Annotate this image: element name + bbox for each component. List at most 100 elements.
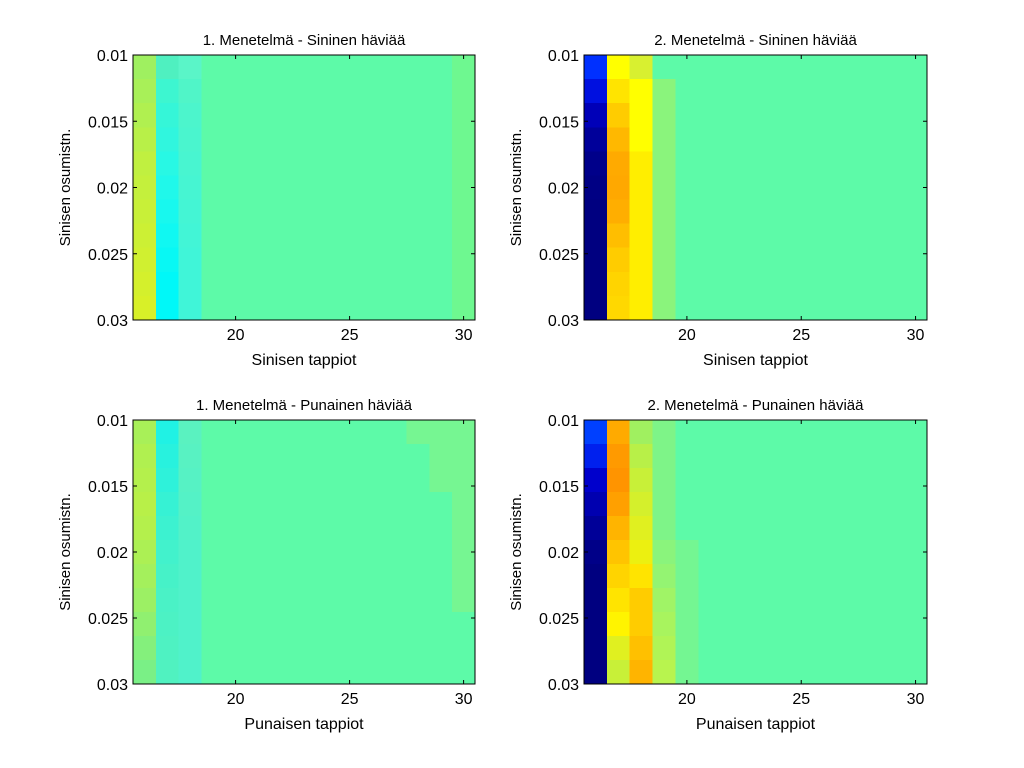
heatmap-cell bbox=[247, 103, 271, 128]
heatmap-cell bbox=[812, 79, 837, 104]
heatmap-cell bbox=[292, 223, 316, 249]
heatmap-cell bbox=[133, 127, 157, 152]
heatmap-cell bbox=[201, 636, 225, 661]
heatmap-cell bbox=[406, 420, 430, 445]
heatmap-cell bbox=[721, 103, 745, 128]
heatmap-cell bbox=[383, 588, 408, 613]
heatmap-cell bbox=[361, 55, 385, 80]
heatmap-cell bbox=[429, 444, 453, 469]
y-tick-label: 0.025 bbox=[88, 247, 128, 264]
heatmap-cell bbox=[361, 247, 385, 273]
heatmap-cell bbox=[835, 564, 859, 589]
x-tick-label: 25 bbox=[341, 691, 359, 708]
heatmap-cell bbox=[155, 540, 180, 565]
heatmap-cell bbox=[698, 271, 722, 297]
heatmap-cell bbox=[383, 103, 408, 128]
heatmap-cell bbox=[606, 175, 631, 201]
heatmap-cell bbox=[292, 516, 316, 541]
heatmap-cell bbox=[766, 295, 791, 321]
heatmap-cell bbox=[744, 151, 768, 177]
heatmap-cell bbox=[406, 540, 430, 565]
heatmap-cell bbox=[629, 420, 654, 445]
heatmap-cell bbox=[881, 492, 905, 517]
heatmap-cell bbox=[247, 271, 271, 297]
heatmap-cell bbox=[155, 199, 180, 225]
heatmap-cell bbox=[224, 175, 248, 201]
heatmap-cell bbox=[247, 127, 271, 152]
heatmap-cell bbox=[812, 151, 837, 177]
heatmap-cell bbox=[766, 103, 791, 128]
heatmap-cell bbox=[247, 516, 271, 541]
heatmap-cell bbox=[383, 79, 408, 104]
heatmap-cell bbox=[606, 660, 631, 685]
heatmap-cell bbox=[429, 612, 453, 637]
heatmap-cell bbox=[904, 468, 928, 493]
heatmap-cell bbox=[269, 175, 294, 201]
heatmap-cell bbox=[247, 564, 271, 589]
subplot-title: 2. Menetelmä - Sininen häviää bbox=[654, 32, 857, 49]
heatmap-cell bbox=[292, 612, 316, 637]
heatmap-cell bbox=[452, 636, 476, 661]
heatmap-cell bbox=[789, 444, 814, 469]
heatmap-cell bbox=[789, 420, 814, 445]
heatmap-cell bbox=[247, 247, 271, 273]
heatmap-cell bbox=[178, 151, 202, 177]
heatmap-cell bbox=[881, 151, 905, 177]
heatmap-cell bbox=[904, 55, 928, 80]
heatmap-cell bbox=[452, 444, 476, 469]
heatmap-cell bbox=[224, 588, 248, 613]
heatmap-cell bbox=[383, 540, 408, 565]
heatmap-cell bbox=[835, 420, 859, 445]
heatmap-cell bbox=[881, 564, 905, 589]
heatmap-cell bbox=[133, 612, 157, 637]
heatmap-cell bbox=[406, 660, 430, 685]
heatmap-cell bbox=[652, 492, 677, 517]
heatmap-cell bbox=[721, 636, 745, 661]
heatmap-cell bbox=[178, 175, 202, 201]
y-tick-label: 0.015 bbox=[88, 479, 128, 496]
heatmap-cell bbox=[338, 636, 362, 661]
heatmap-cell bbox=[406, 564, 430, 589]
heatmap-cell bbox=[361, 468, 385, 493]
heatmap-cell bbox=[652, 103, 677, 128]
heatmap-cell bbox=[675, 420, 699, 445]
heatmap-cell bbox=[155, 492, 180, 517]
heatmap-cell bbox=[789, 636, 814, 661]
heatmap-cell bbox=[247, 588, 271, 613]
heatmap-cell bbox=[675, 199, 699, 225]
heatmap-cell bbox=[361, 588, 385, 613]
heatmap-cell bbox=[789, 540, 814, 565]
heatmap-cell bbox=[383, 660, 408, 685]
heatmap-cell bbox=[698, 295, 722, 321]
heatmap-cell bbox=[584, 79, 608, 104]
heatmap-cell bbox=[789, 271, 814, 297]
heatmap-cell bbox=[629, 295, 654, 321]
y-axis-label: Sinisen osumistn. bbox=[508, 493, 525, 611]
heatmap-cell bbox=[812, 468, 837, 493]
heatmap-cell bbox=[247, 55, 271, 80]
heatmap-cell bbox=[629, 79, 654, 104]
heatmap-cell bbox=[178, 444, 202, 469]
heatmap-cell bbox=[835, 588, 859, 613]
heatmap-cell bbox=[247, 223, 271, 249]
heatmap-cell bbox=[721, 660, 745, 685]
heatmap-cell bbox=[904, 295, 928, 321]
heatmap-cell bbox=[629, 175, 654, 201]
y-tick-label: 0.01 bbox=[97, 48, 128, 65]
x-tick-label: 30 bbox=[455, 691, 473, 708]
heatmap-cell bbox=[904, 516, 928, 541]
heatmap-cell bbox=[406, 175, 430, 201]
heatmap-cell bbox=[224, 420, 248, 445]
heatmap-cell bbox=[155, 79, 180, 104]
heatmap-cell bbox=[269, 103, 294, 128]
heatmap-cell bbox=[881, 420, 905, 445]
heatmap-cell bbox=[383, 420, 408, 445]
heatmap-cell bbox=[766, 247, 791, 273]
heatmap-cell bbox=[383, 468, 408, 493]
heatmap-cell bbox=[338, 55, 362, 80]
heatmap-cell bbox=[155, 444, 180, 469]
heatmap-cell bbox=[315, 636, 339, 661]
heatmap-cell bbox=[361, 612, 385, 637]
heatmap-cell bbox=[744, 564, 768, 589]
